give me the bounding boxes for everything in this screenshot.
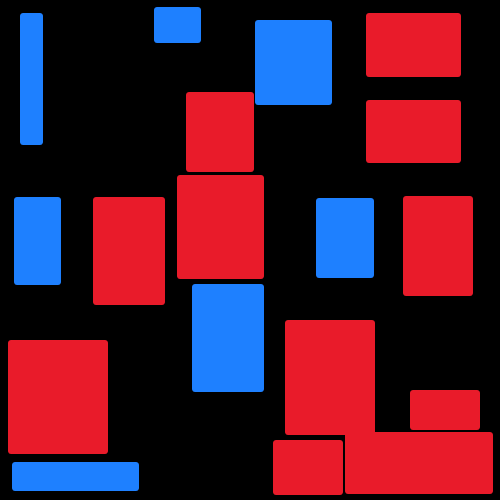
composition-canvas (0, 0, 500, 500)
rect-14 (410, 390, 480, 430)
rect-10 (403, 196, 473, 296)
rect-2 (255, 20, 332, 105)
rect-17 (345, 432, 493, 494)
rect-3 (366, 13, 461, 77)
rect-12 (8, 340, 108, 454)
rect-7 (14, 197, 61, 285)
rect-1 (154, 7, 201, 43)
rect-0 (20, 13, 43, 145)
rect-11 (192, 284, 264, 392)
rect-16 (273, 440, 343, 495)
rect-6 (177, 175, 264, 279)
rect-4 (186, 92, 254, 172)
rect-8 (93, 197, 165, 305)
rect-15 (12, 462, 139, 491)
rect-13 (285, 320, 375, 435)
rect-5 (366, 100, 461, 163)
rect-9 (316, 198, 374, 278)
